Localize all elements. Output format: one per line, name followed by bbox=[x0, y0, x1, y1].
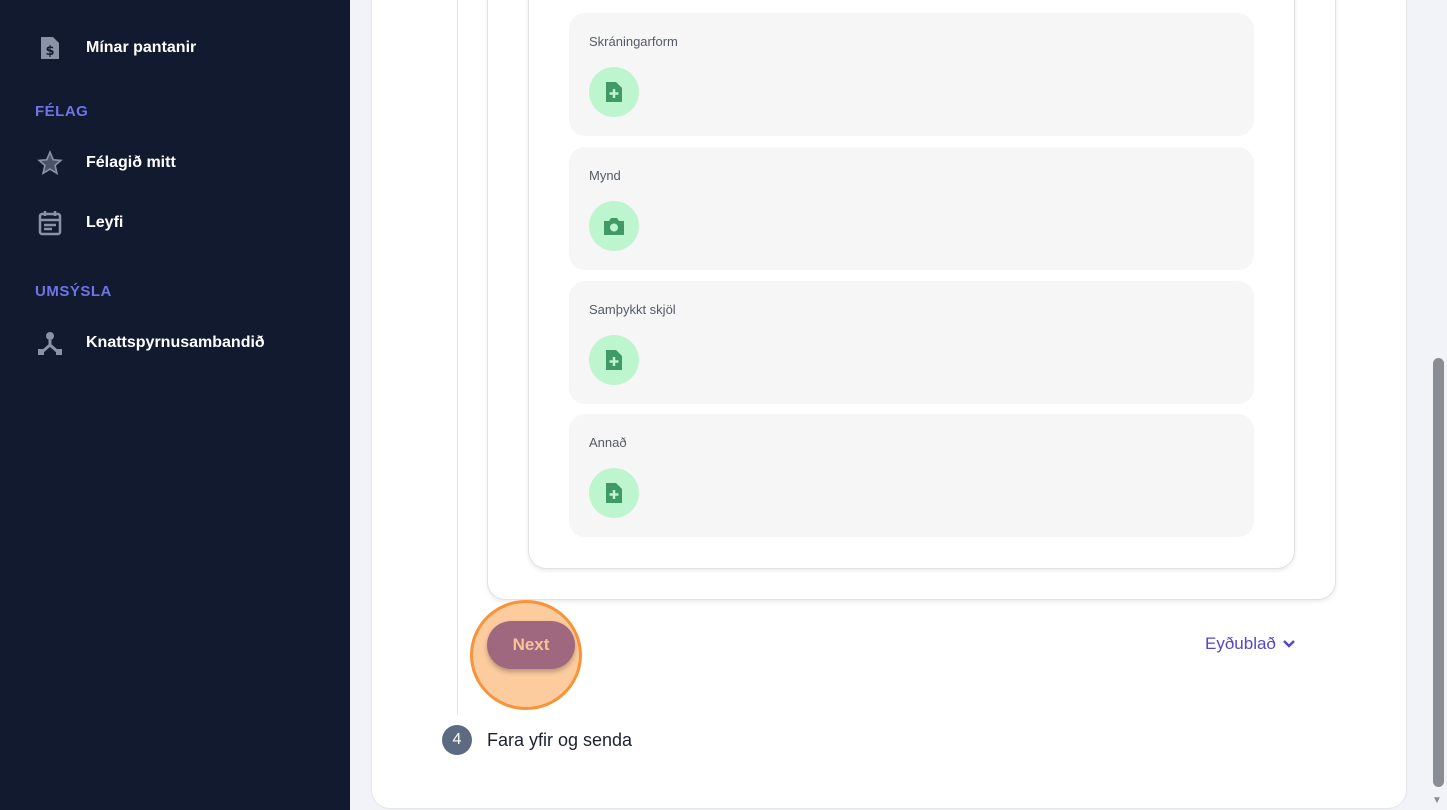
sidebar-item-label: Mínar pantanir bbox=[86, 39, 197, 56]
sidebar: $ Mínar pantanir FÉLAG Félagið mitt Leyf… bbox=[0, 0, 350, 810]
camera-icon[interactable] bbox=[589, 201, 639, 251]
form-dropdown-label: Eyðublað bbox=[1205, 634, 1276, 653]
attachment-label: Annað bbox=[589, 435, 627, 450]
sidebar-item-label: Knattspyrnusambandið bbox=[86, 334, 265, 351]
file-plus-icon[interactable] bbox=[589, 335, 639, 385]
attachment-section-registration: Skráningarform bbox=[569, 13, 1254, 136]
sidebar-item-label: Félagið mitt bbox=[86, 154, 176, 171]
file-plus-icon[interactable] bbox=[589, 67, 639, 117]
step-title: Fara yfir og senda bbox=[487, 729, 633, 750]
calendar-icon bbox=[36, 209, 64, 237]
hierarchy-icon bbox=[36, 329, 64, 357]
sidebar-item-licenses[interactable]: Leyfi bbox=[36, 209, 123, 237]
section-heading: UMSÝSLA bbox=[35, 283, 112, 300]
scrollbar-thumb[interactable] bbox=[1433, 358, 1444, 787]
chevron-down-icon bbox=[1282, 634, 1296, 654]
sidebar-item-federation[interactable]: Knattspyrnusambandið bbox=[36, 329, 265, 357]
attachment-label: Mynd bbox=[589, 168, 621, 183]
file-plus-icon[interactable] bbox=[589, 468, 639, 518]
step-number-badge: 4 bbox=[442, 725, 472, 755]
attachment-section-other: Annað bbox=[569, 414, 1254, 537]
attachment-section-photo: Mynd bbox=[569, 147, 1254, 270]
star-icon bbox=[36, 149, 64, 177]
attachment-label: Skráningarform bbox=[589, 34, 678, 49]
form-dropdown[interactable]: Eyðublað bbox=[1205, 634, 1296, 654]
section-heading: FÉLAG bbox=[35, 103, 89, 120]
next-button[interactable]: Next bbox=[487, 621, 575, 669]
step-connector bbox=[457, 0, 458, 715]
scroll-down-arrow-icon[interactable]: ▼ bbox=[1432, 795, 1442, 806]
sidebar-item-orders[interactable]: $ Mínar pantanir bbox=[36, 34, 196, 62]
invoice-dollar-icon: $ bbox=[36, 34, 64, 62]
sidebar-item-label: Leyfi bbox=[86, 214, 124, 231]
sidebar-item-my-club[interactable]: Félagið mitt bbox=[36, 149, 176, 177]
attachment-label: Samþykkt skjöl bbox=[589, 302, 676, 317]
step-review-submit[interactable]: 4 Fara yfir og senda bbox=[442, 725, 632, 755]
svg-text:$: $ bbox=[45, 44, 54, 59]
attachment-section-approved-docs: Samþykkt skjöl bbox=[569, 281, 1254, 404]
